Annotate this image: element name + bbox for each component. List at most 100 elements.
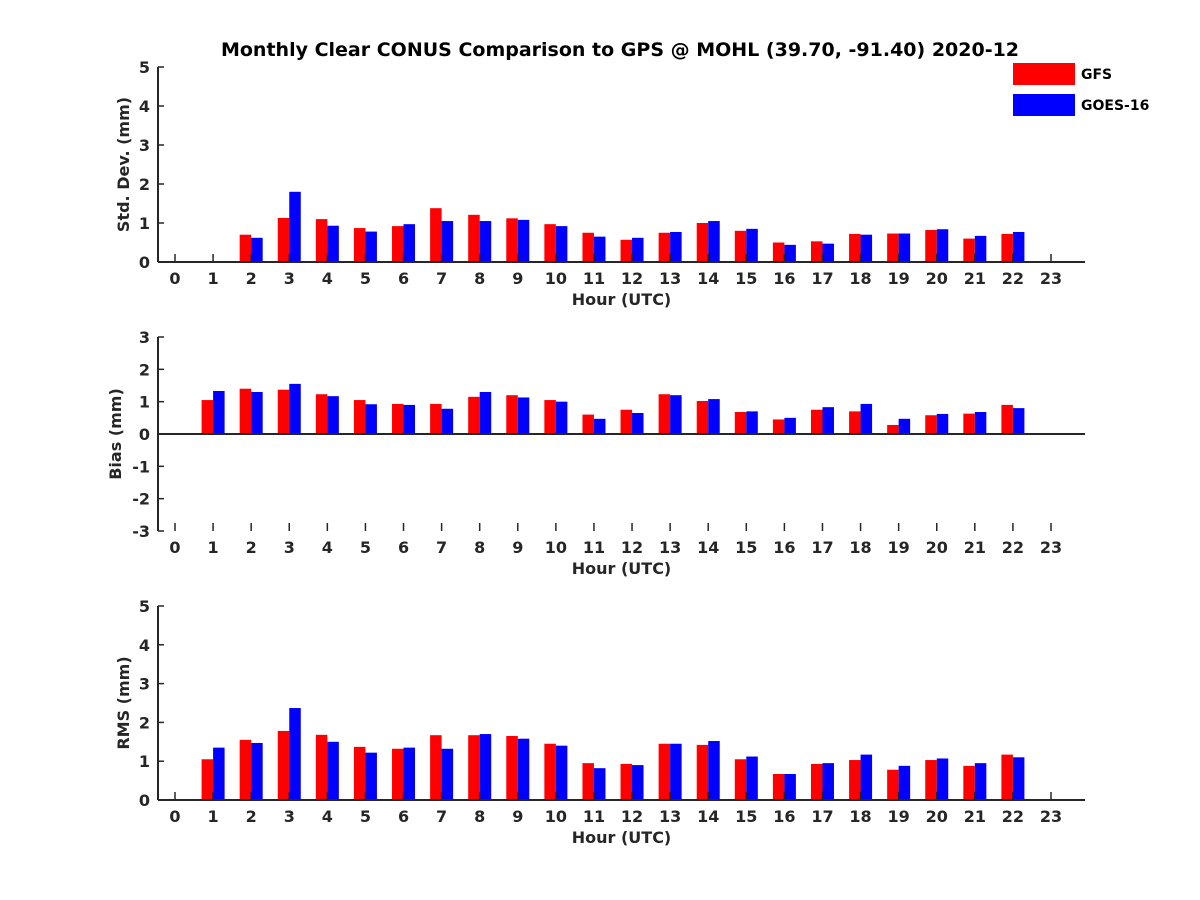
bar-p1-GOES-16-h22 <box>1012 408 1025 434</box>
bar-p0-GOES-16-h4 <box>327 225 339 262</box>
x-tick-label-p1-2: 2 <box>246 538 257 557</box>
bar-p0-GOES-16-h13 <box>670 231 682 262</box>
bar-p2-GFS-h19 <box>887 769 899 800</box>
bar-p1-GFS-h1 <box>201 400 214 434</box>
bar-p0-GFS-h14 <box>696 223 709 262</box>
bar-p2-GFS-h21 <box>963 765 975 800</box>
x-tick-label-p2-0: 0 <box>169 807 180 826</box>
bar-p1-GOES-16-h1 <box>213 391 225 434</box>
legend: GFS GOES-16 <box>1013 63 1149 116</box>
x-tick-label-p1-1: 1 <box>208 538 219 557</box>
x-tick-label-p0-18: 18 <box>849 269 871 288</box>
bar-p2-GOES-16-h17 <box>822 763 834 800</box>
bar-p0-GOES-16-h8 <box>479 221 492 262</box>
bar-p2-GOES-16-h8 <box>479 734 492 800</box>
bar-p0-GFS-h17 <box>810 241 823 262</box>
bar-p1-GFS-h12 <box>620 409 633 434</box>
bar-p0-GFS-h20 <box>925 230 937 262</box>
x-tick-label-p2-19: 19 <box>888 807 910 826</box>
y-tick-label-p0-0: 0 <box>139 253 150 272</box>
bar-p2-GOES-16-h16 <box>784 774 796 800</box>
x-tick-label-p0-10: 10 <box>545 269 567 288</box>
bar-p1-GFS-h3 <box>277 389 290 434</box>
x-tick-label-p2-1: 1 <box>208 807 219 826</box>
bar-p1-GFS-h21 <box>963 413 975 434</box>
bar-p0-GOES-16-h12 <box>632 237 644 262</box>
x-tick-label-p2-11: 11 <box>583 807 605 826</box>
x-tick-label-p0-7: 7 <box>436 269 447 288</box>
bar-p2-GFS-h9 <box>506 735 518 800</box>
x-tick-label-p0-5: 5 <box>360 269 371 288</box>
bar-p0-GFS-h5 <box>353 228 366 262</box>
x-axis-label-1: Hour (UTC) <box>572 559 672 578</box>
bar-p0-GOES-16-h6 <box>403 224 416 262</box>
bar-p2-GOES-16-h12 <box>632 765 644 800</box>
x-tick-label-p0-6: 6 <box>398 269 409 288</box>
y-tick-label-p1-5: 2 <box>139 360 150 379</box>
bar-p2-GFS-h18 <box>849 760 861 800</box>
x-tick-label-p1-4: 4 <box>322 538 333 557</box>
y-tick-label-p1-3: 0 <box>139 425 150 444</box>
bar-p2-GOES-16-h7 <box>441 748 454 800</box>
bar-p1-GFS-h18 <box>849 411 861 434</box>
bar-p0-GFS-h3 <box>277 217 290 262</box>
y-axis-label-0: Std. Dev. (mm) <box>114 97 133 232</box>
bar-p2-GFS-h12 <box>620 763 633 800</box>
y-tick-label-p1-2: -1 <box>132 457 150 476</box>
x-tick-label-p1-12: 12 <box>621 538 643 557</box>
bar-p2-GOES-16-h3 <box>289 708 301 800</box>
bar-p0-GFS-h15 <box>734 230 747 262</box>
x-tick-label-p0-12: 12 <box>621 269 643 288</box>
bar-p1-GFS-h10 <box>544 400 556 434</box>
x-tick-label-p1-6: 6 <box>398 538 409 557</box>
bar-p1-GFS-h15 <box>734 412 747 434</box>
bar-p1-GOES-16-h18 <box>860 403 873 434</box>
x-tick-label-p0-3: 3 <box>284 269 295 288</box>
bar-p0-GFS-h13 <box>658 232 671 262</box>
y-tick-label-p2-4: 4 <box>139 636 150 655</box>
bar-p0-GFS-h22 <box>1001 233 1013 262</box>
y-tick-label-p2-5: 5 <box>139 597 150 616</box>
bar-p2-GFS-h13 <box>658 743 671 800</box>
x-tick-label-p0-17: 17 <box>811 269 833 288</box>
bar-p2-GOES-16-h2 <box>251 742 263 800</box>
bar-p1-GFS-h16 <box>772 419 785 434</box>
legend-swatch-0 <box>1013 63 1075 85</box>
bar-p0-GFS-h4 <box>315 219 328 262</box>
y-tick-label-p2-2: 2 <box>139 713 150 732</box>
bar-p1-GFS-h20 <box>925 415 937 434</box>
bar-p0-GFS-h19 <box>887 233 899 262</box>
bar-p1-GOES-16-h12 <box>632 412 644 434</box>
bar-p1-GOES-16-h15 <box>746 411 758 434</box>
bar-p2-GOES-16-h22 <box>1012 757 1025 800</box>
x-tick-label-p0-4: 4 <box>322 269 333 288</box>
x-tick-label-p1-9: 9 <box>512 538 523 557</box>
x-tick-label-p2-7: 7 <box>436 807 447 826</box>
bar-p1-GFS-h2 <box>239 388 252 434</box>
bar-p1-GFS-h9 <box>506 395 518 434</box>
bar-p2-GOES-16-h20 <box>936 758 949 800</box>
bar-p1-GOES-16-h10 <box>555 401 568 434</box>
bar-p1-GFS-h7 <box>430 403 442 434</box>
bar-p1-GOES-16-h11 <box>593 418 606 434</box>
x-tick-label-p0-2: 2 <box>246 269 257 288</box>
bar-p1-GOES-16-h3 <box>289 383 301 434</box>
bar-p0-GOES-16-h18 <box>860 234 873 262</box>
x-tick-label-p2-14: 14 <box>697 807 719 826</box>
y-tick-label-p0-4: 4 <box>139 97 150 116</box>
x-tick-label-p2-22: 22 <box>1002 807 1024 826</box>
x-tick-label-p2-2: 2 <box>246 807 257 826</box>
x-tick-label-p1-10: 10 <box>545 538 567 557</box>
bar-p2-GFS-h3 <box>277 730 290 800</box>
bar-p2-GFS-h15 <box>734 759 747 800</box>
bar-p0-GFS-h21 <box>963 238 975 262</box>
x-tick-label-p2-9: 9 <box>512 807 523 826</box>
bar-p1-GOES-16-h19 <box>898 418 911 434</box>
bar-p0-GOES-16-h11 <box>593 236 606 262</box>
x-tick-label-p2-5: 5 <box>360 807 371 826</box>
bar-p0-GFS-h8 <box>468 214 480 262</box>
bar-p0-GOES-16-h15 <box>746 228 758 262</box>
bar-p2-GOES-16-h21 <box>974 763 987 800</box>
x-tick-label-p1-14: 14 <box>697 538 719 557</box>
